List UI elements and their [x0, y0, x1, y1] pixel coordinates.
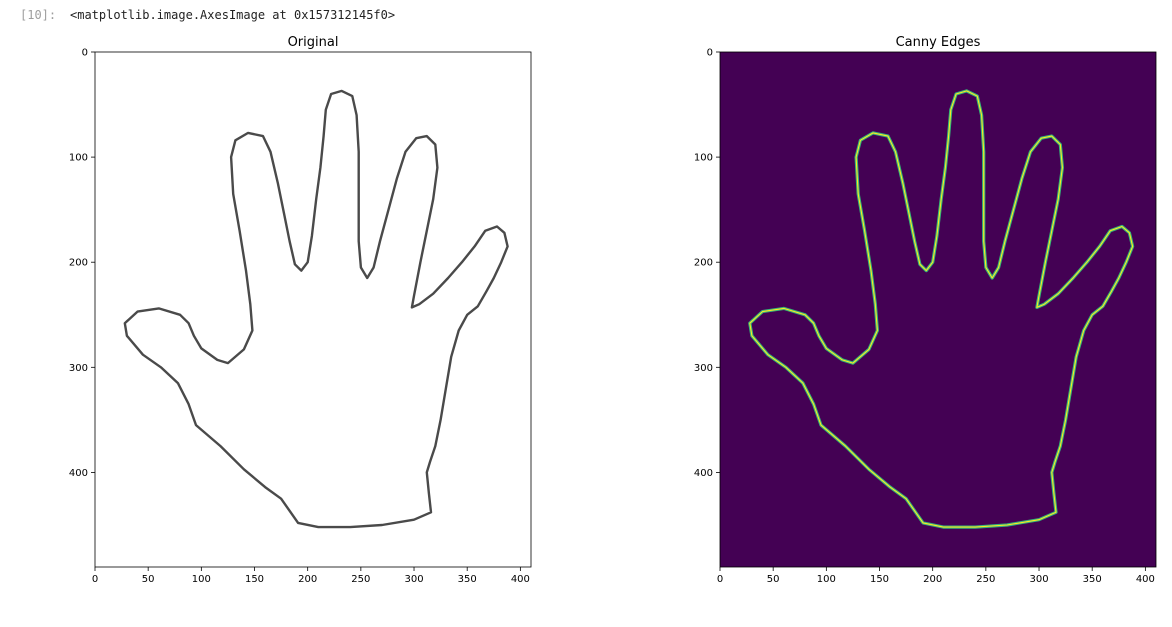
x-tick-label: 350: [458, 574, 477, 585]
x-tick-label: 100: [192, 574, 211, 585]
x-tick-label: 50: [767, 574, 780, 585]
x-tick-label: 0: [92, 574, 98, 585]
x-tick-label: 350: [1083, 574, 1102, 585]
image-background: [95, 52, 531, 567]
y-tick-label: 0: [82, 48, 88, 59]
cell-output-text: <matplotlib.image.AxesImage at 0x1573121…: [70, 8, 396, 22]
x-tick-label: 200: [298, 574, 317, 585]
x-tick-label: 50: [142, 574, 155, 585]
axes-title: Canny Edges: [896, 35, 981, 50]
y-tick-label: 0: [707, 48, 713, 59]
output-cell: [10]: <matplotlib.image.AxesImage at 0x1…: [0, 0, 1172, 30]
x-tick-label: 300: [404, 574, 423, 585]
x-tick-label: 150: [870, 574, 889, 585]
x-tick-label: 0: [717, 574, 723, 585]
axes-title: Original: [288, 35, 339, 50]
x-tick-label: 300: [1029, 574, 1048, 585]
edge-inner: [749, 90, 1134, 528]
y-tick-label: 200: [69, 258, 88, 269]
hand-outline: [123, 89, 509, 529]
x-tick-label: 100: [817, 574, 836, 585]
x-tick-label: 200: [923, 574, 942, 585]
x-tick-label: 250: [976, 574, 995, 585]
x-tick-label: 150: [245, 574, 264, 585]
panel-canny: Canny Edges 0 50 100 150 200 250 300 350 400 0 100 2…: [694, 35, 1157, 585]
x-tick-label: 400: [511, 574, 530, 585]
axes-frame: [94, 51, 532, 568]
cell-prompt: [10]:: [20, 8, 57, 22]
panel-original: Original 0 50 100 150 200 250 300 350 400 0 100 200 3…: [69, 35, 532, 585]
y-tick-label: 400: [69, 468, 88, 479]
axes-frame: [719, 51, 1157, 568]
y-tick-label: 300: [694, 363, 713, 374]
y-tick-label: 300: [69, 363, 88, 374]
y-tick-label: 100: [69, 153, 88, 164]
x-tick-label: 400: [1136, 574, 1155, 585]
y-tick-label: 200: [694, 258, 713, 269]
y-tick-label: 100: [694, 153, 713, 164]
y-tick-label: 400: [694, 468, 713, 479]
x-tick-label: 250: [351, 574, 370, 585]
